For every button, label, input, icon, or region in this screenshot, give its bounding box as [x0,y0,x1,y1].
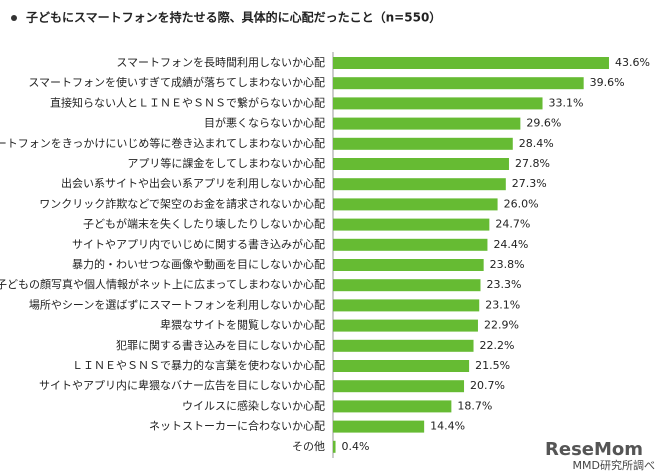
bar [333,360,470,372]
watermark: ReseMom [545,439,643,460]
value-label: 24.4% [493,238,528,251]
category-label: スマートフォンを使いすぎて成績が落ちてしまわないか心配 [28,75,325,89]
category-label: ウイルスに感染しないか心配 [182,398,325,412]
value-label: 29.6% [526,117,561,130]
category-label: 目が悪くならないか心配 [204,116,325,130]
bar [333,158,509,170]
value-label: 23.1% [485,298,520,311]
bar [333,137,513,150]
bar [333,77,584,90]
value-label: 28.4% [519,137,554,150]
value-label: 43.6% [615,56,650,69]
category-label: スマートフォンをきっかけにいじめ等に巻き込まれてしまわないか心配 [0,136,325,150]
bar [333,380,465,393]
value-label: 27.8% [515,157,550,170]
category-label: ネットストーカーに合わないか心配 [149,419,325,433]
category-label: サイトやアプリ内でいじめに関する書き込みが心配 [72,237,325,251]
bar [333,420,425,433]
bar [333,97,543,110]
category-label: 出会い系サイトや出会い系アプリを利用しないか心配 [61,176,325,190]
source: MMD研究所調べ [573,458,655,472]
category-label: 子どもの顔写真や個人情報がネット上に広まってしまわないか心配 [0,277,325,291]
category-label: 場所やシーンを選ばずにスマートフォンを利用しないか心配 [29,298,325,311]
bar [333,218,490,231]
bar [333,178,506,191]
value-label: 39.6% [590,76,625,89]
bar [333,259,484,271]
bar [333,198,498,211]
category-label: 暴力的・わいせつな画像や動画を目にしないか心配 [72,257,325,271]
bar [333,279,481,292]
bar [333,238,488,251]
bar [333,319,478,332]
category-label: アプリ等に課金をしてしまわないか心配 [127,156,325,170]
category-label: 子どもが端末を失くしたり壊したりしないか心配 [83,217,325,231]
category-label: サイトやアプリ内に卑猥なバナー広告を目にしないか心配 [39,378,325,392]
value-label: 24.7% [495,218,530,231]
value-label: 22.2% [480,339,515,352]
value-label: 21.5% [475,359,510,372]
category-label: 直接知らない人とＬＩＮＥやＳＮＳで繋がらないか心配 [50,95,325,109]
value-label: 20.7% [470,379,505,392]
bar [333,117,521,130]
value-label: 14.4% [430,420,465,433]
bar [333,440,336,453]
category-label: スマートフォンを長時間利用しないか心配 [116,56,325,69]
bar [333,299,480,312]
bar [333,339,474,352]
bar [333,400,452,413]
category-label: ワンクリック詐欺などで架空のお金を請求されないか心配 [39,196,325,210]
value-label: 22.9% [484,319,519,332]
value-label: 18.7% [457,399,492,412]
value-label: 26.0% [504,197,539,210]
value-label: 23.3% [486,278,521,291]
value-label: 0.4% [342,440,370,453]
chart-title: 子どもにスマートフォンを持たせる際、具体的に心配だったこと（n=550） [26,10,441,25]
category-label: その他 [292,440,325,453]
bar [333,57,609,69]
category-label: ＬＩＮＥやＳＮＳで暴力的な言葉を使わないか心配 [72,358,325,372]
value-label: 23.8% [490,258,525,271]
category-label: 卑猥なサイトを閲覧しないか心配 [160,318,325,332]
value-label: 27.3% [512,177,547,190]
category-label: 犯罪に関する書き込みを目にしないか心配 [116,338,325,352]
value-label: 33.1% [549,96,584,109]
bullet [11,15,17,21]
